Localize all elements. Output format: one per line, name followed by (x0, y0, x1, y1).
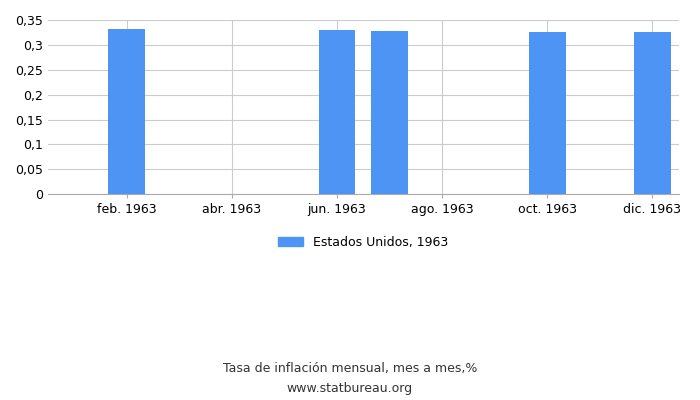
Text: www.statbureau.org: www.statbureau.org (287, 382, 413, 395)
Bar (108, 30, 145, 194)
Legend: Estados Unidos, 1963: Estados Unidos, 1963 (273, 231, 454, 254)
Bar (371, 32, 408, 194)
Bar (318, 30, 356, 194)
Text: Tasa de inflación mensual, mes a mes,%: Tasa de inflación mensual, mes a mes,% (223, 362, 477, 375)
Bar (634, 32, 671, 194)
Bar (528, 32, 566, 194)
